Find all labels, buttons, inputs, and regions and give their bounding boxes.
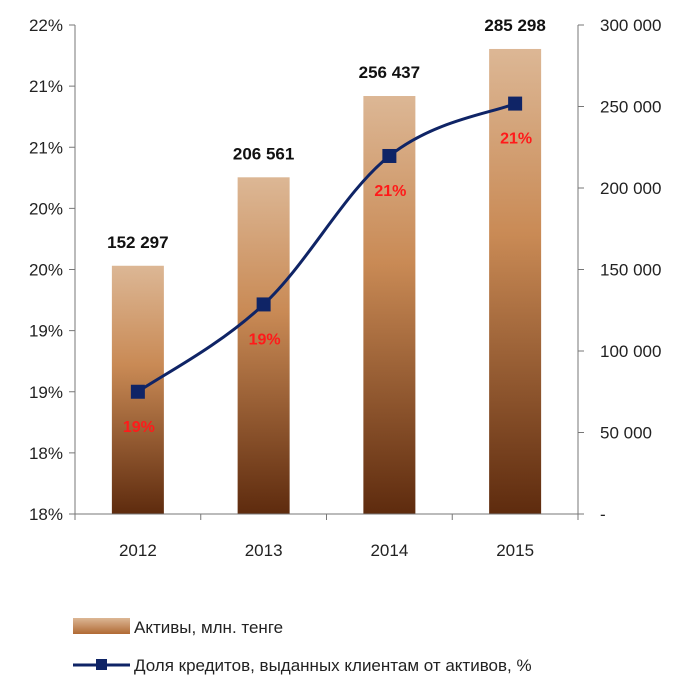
legend-swatch-marker bbox=[96, 659, 107, 670]
line-point-label: 21% bbox=[500, 131, 532, 148]
right-tick-label: 250 000 bbox=[600, 98, 661, 117]
line-point-label: 19% bbox=[123, 419, 155, 436]
left-tick-label: 18% bbox=[29, 444, 63, 463]
bar-value-label: 285 298 bbox=[484, 16, 545, 35]
right-tick-label: 300 000 bbox=[600, 16, 661, 35]
right-tick-label: - bbox=[600, 505, 606, 524]
line-point-label: 21% bbox=[374, 183, 406, 200]
bar-2015 bbox=[489, 48, 542, 514]
x-tick-label: 2014 bbox=[370, 541, 408, 560]
legend-label-loans-share: Доля кредитов, выданных клиентам от акти… bbox=[134, 656, 532, 675]
x-tick-label: 2013 bbox=[245, 541, 283, 560]
left-tick-label: 21% bbox=[29, 77, 63, 96]
right-tick-label: 150 000 bbox=[600, 261, 661, 280]
x-tick-label: 2012 bbox=[119, 541, 157, 560]
x-tick-label: 2015 bbox=[496, 541, 534, 560]
right-tick-label: 200 000 bbox=[600, 179, 661, 198]
bar-value-label: 152 297 bbox=[107, 233, 168, 252]
left-tick-label: 19% bbox=[29, 383, 63, 402]
line-layer bbox=[130, 96, 523, 399]
legend-swatch-bar bbox=[73, 618, 130, 634]
left-tick-label: 19% bbox=[29, 322, 63, 341]
right-tick-label: 100 000 bbox=[600, 342, 661, 361]
left-tick-label: 18% bbox=[29, 505, 63, 524]
line-marker-2014 bbox=[382, 148, 397, 163]
line-point-label: 19% bbox=[249, 331, 281, 348]
bar-value-label: 206 561 bbox=[233, 144, 294, 163]
bar-value-label: 256 437 bbox=[359, 63, 420, 82]
right-tick-label: 50 000 bbox=[600, 424, 652, 443]
line-series bbox=[137, 102, 516, 393]
bar-2014 bbox=[363, 96, 416, 514]
legend: Активы, млн. тенге Доля кредитов, выданн… bbox=[73, 618, 532, 675]
line-marker-2013 bbox=[256, 297, 271, 312]
bar-2013 bbox=[237, 177, 290, 514]
line-marker-2012 bbox=[130, 384, 145, 399]
ticks-layer: 18% 18% 19% 19% 20% 20% 21% 21% 22% - 50 000 100 00… bbox=[29, 16, 661, 560]
left-tick-label: 21% bbox=[29, 138, 63, 157]
bars-layer bbox=[111, 48, 542, 514]
left-tick-label: 22% bbox=[29, 16, 63, 35]
labels-layer: 152 297 206 561 256 437 285 298 19% 19% 21% 21% bbox=[107, 16, 546, 436]
left-tick-label: 20% bbox=[29, 261, 63, 280]
left-tick-label: 20% bbox=[29, 199, 63, 218]
line-marker-2015 bbox=[508, 96, 523, 111]
legend-label-assets: Активы, млн. тенге bbox=[134, 618, 283, 637]
